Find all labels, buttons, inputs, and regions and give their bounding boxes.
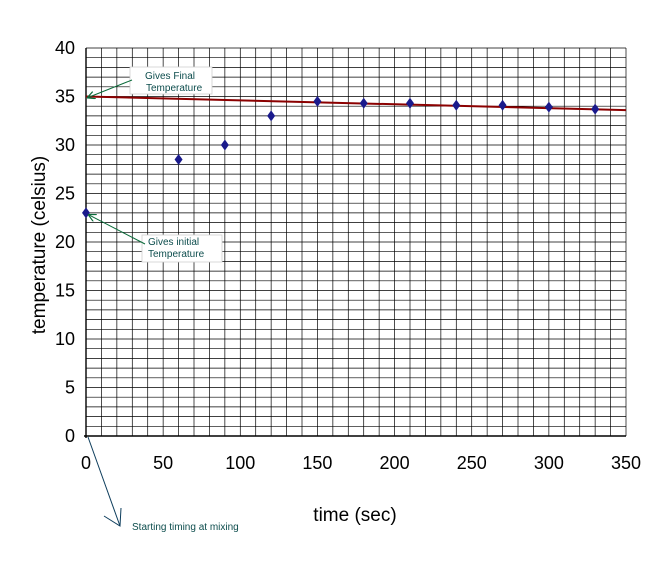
trend-layer <box>85 95 627 112</box>
data-point <box>174 154 183 166</box>
arrow-start-head <box>103 507 122 527</box>
arrow-initial <box>89 215 146 245</box>
annotation-start-text: Starting timing at mixing <box>132 522 239 533</box>
data-point <box>220 139 229 151</box>
y-tick-label: 10 <box>55 329 75 349</box>
y-tick-label: 40 <box>55 38 75 58</box>
y-tick-label: 5 <box>65 378 75 398</box>
callout-box-initial <box>141 234 223 263</box>
data-point <box>544 101 553 113</box>
data-point <box>267 110 276 122</box>
callout-box-final <box>129 66 213 95</box>
x-tick-label: 0 <box>81 453 91 473</box>
x-tick-label: 300 <box>534 453 564 473</box>
data-point <box>452 99 461 111</box>
data-point <box>498 99 507 111</box>
x-tick-label: 100 <box>225 453 255 473</box>
axis-layer: 0 5 10 15 20 25 30 35 40 0 50 100 150 200 250 300 350 <box>55 38 641 473</box>
y-tick-label: 30 <box>55 135 75 155</box>
x-tick-label: 350 <box>611 453 641 473</box>
y-tick-label: 15 <box>55 281 75 301</box>
data-point <box>591 103 600 115</box>
arrow-start-line <box>87 436 121 527</box>
y-tick-label: 35 <box>55 87 75 107</box>
arrow-final <box>88 79 133 98</box>
x-tick-label: 250 <box>457 453 487 473</box>
data-point <box>313 95 322 107</box>
x-tick-label: 150 <box>302 453 332 473</box>
y-tick-label: 20 <box>55 232 75 252</box>
data-point <box>406 97 414 109</box>
annotation-final-text: Gives Final <box>145 71 195 82</box>
annotation-initial-text: Temperature <box>148 249 205 260</box>
y-tick-label: 0 <box>65 426 75 446</box>
data-point <box>359 97 368 109</box>
y-tick-label: 25 <box>55 184 75 204</box>
point-layer <box>82 95 600 219</box>
annotation-initial-text: Gives initial <box>148 237 199 248</box>
x-axis-title: time (sec) <box>313 505 396 526</box>
data-point <box>82 207 90 219</box>
grid-layer <box>85 47 627 437</box>
y-axis-title: temperature (celsius) <box>29 156 50 334</box>
x-tick-label: 50 <box>153 453 173 473</box>
annotation-final-text: Temperature <box>146 83 203 94</box>
trend-line <box>85 95 627 112</box>
x-tick-label: 200 <box>380 453 410 473</box>
